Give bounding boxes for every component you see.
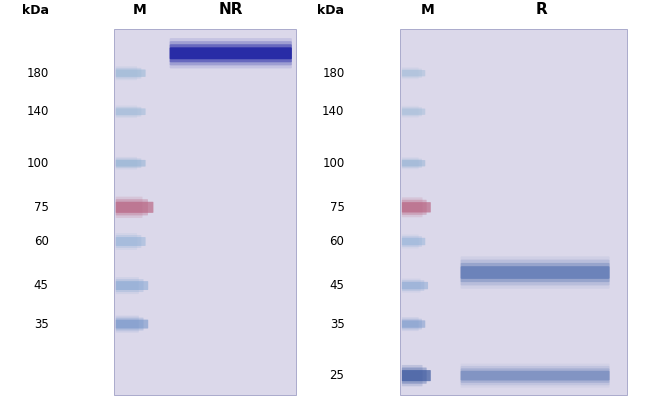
FancyBboxPatch shape (170, 41, 292, 65)
Text: 75: 75 (330, 201, 344, 214)
FancyBboxPatch shape (116, 197, 142, 218)
FancyBboxPatch shape (402, 157, 419, 169)
Text: 35: 35 (330, 317, 344, 331)
FancyBboxPatch shape (116, 69, 146, 77)
Text: 140: 140 (322, 105, 344, 118)
FancyBboxPatch shape (461, 368, 610, 383)
FancyBboxPatch shape (461, 364, 610, 388)
Text: 75: 75 (34, 201, 49, 214)
FancyBboxPatch shape (116, 316, 139, 332)
FancyBboxPatch shape (116, 160, 146, 166)
Text: 60: 60 (330, 235, 344, 248)
FancyBboxPatch shape (402, 67, 419, 79)
Text: 60: 60 (34, 235, 49, 248)
FancyBboxPatch shape (116, 317, 144, 331)
FancyBboxPatch shape (116, 108, 146, 115)
FancyBboxPatch shape (402, 367, 426, 384)
FancyBboxPatch shape (402, 280, 424, 291)
FancyBboxPatch shape (116, 66, 137, 80)
Text: M: M (133, 2, 147, 17)
FancyBboxPatch shape (116, 277, 139, 294)
FancyBboxPatch shape (116, 319, 148, 329)
FancyBboxPatch shape (116, 237, 146, 246)
FancyBboxPatch shape (461, 266, 610, 279)
FancyBboxPatch shape (402, 238, 425, 245)
Text: kDa: kDa (21, 4, 49, 17)
FancyBboxPatch shape (402, 107, 422, 116)
Text: NR: NR (218, 2, 243, 17)
Text: R: R (536, 2, 547, 17)
FancyBboxPatch shape (461, 371, 610, 381)
FancyBboxPatch shape (116, 235, 141, 248)
FancyBboxPatch shape (402, 282, 428, 289)
Bar (400, 29, 627, 395)
FancyBboxPatch shape (402, 202, 431, 213)
FancyBboxPatch shape (461, 256, 610, 289)
FancyBboxPatch shape (402, 236, 422, 247)
Text: 35: 35 (34, 317, 49, 331)
FancyBboxPatch shape (402, 106, 419, 118)
FancyBboxPatch shape (461, 366, 610, 385)
Text: M: M (421, 2, 434, 17)
FancyBboxPatch shape (402, 320, 425, 328)
Text: 140: 140 (27, 105, 49, 118)
FancyBboxPatch shape (116, 281, 148, 290)
FancyBboxPatch shape (402, 319, 422, 329)
FancyBboxPatch shape (116, 279, 144, 292)
Text: kDa: kDa (317, 4, 344, 17)
FancyBboxPatch shape (116, 199, 148, 215)
FancyBboxPatch shape (170, 44, 292, 62)
FancyBboxPatch shape (116, 202, 153, 213)
FancyBboxPatch shape (402, 160, 425, 166)
Text: 100: 100 (27, 157, 49, 170)
Text: 25: 25 (330, 369, 344, 382)
FancyBboxPatch shape (402, 235, 419, 248)
FancyBboxPatch shape (170, 38, 292, 69)
FancyBboxPatch shape (402, 197, 422, 217)
FancyBboxPatch shape (402, 200, 426, 215)
Text: 100: 100 (322, 157, 344, 170)
FancyBboxPatch shape (116, 105, 137, 118)
FancyBboxPatch shape (116, 158, 141, 168)
Text: 45: 45 (330, 279, 344, 292)
FancyBboxPatch shape (116, 157, 137, 169)
FancyBboxPatch shape (402, 69, 422, 78)
FancyBboxPatch shape (116, 233, 137, 250)
FancyBboxPatch shape (461, 263, 610, 282)
FancyBboxPatch shape (402, 159, 422, 168)
FancyBboxPatch shape (402, 70, 425, 77)
FancyBboxPatch shape (402, 279, 421, 292)
FancyBboxPatch shape (170, 47, 292, 59)
FancyBboxPatch shape (402, 317, 419, 331)
FancyBboxPatch shape (402, 365, 422, 386)
FancyBboxPatch shape (116, 107, 141, 116)
Text: 45: 45 (34, 279, 49, 292)
Text: 180: 180 (27, 67, 49, 80)
FancyBboxPatch shape (402, 370, 431, 381)
FancyBboxPatch shape (402, 109, 425, 115)
Text: 180: 180 (322, 67, 344, 80)
FancyBboxPatch shape (116, 68, 141, 79)
FancyBboxPatch shape (461, 260, 610, 285)
Bar (114, 29, 296, 395)
